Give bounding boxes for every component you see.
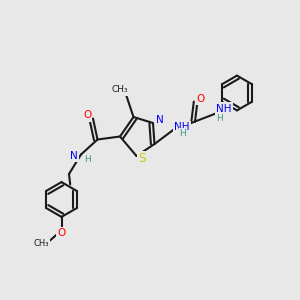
Text: NH: NH (174, 122, 190, 133)
Text: H: H (84, 155, 90, 164)
Text: O: O (57, 228, 66, 238)
Text: N: N (70, 151, 78, 161)
Text: H: H (180, 129, 186, 138)
Text: O: O (83, 110, 91, 121)
Text: H: H (217, 114, 223, 123)
Text: S: S (138, 152, 146, 166)
Text: N: N (156, 115, 164, 125)
Text: O: O (196, 94, 205, 104)
Text: CH₃: CH₃ (33, 238, 49, 247)
Text: CH₃: CH₃ (112, 85, 128, 94)
Text: NH: NH (216, 103, 232, 114)
